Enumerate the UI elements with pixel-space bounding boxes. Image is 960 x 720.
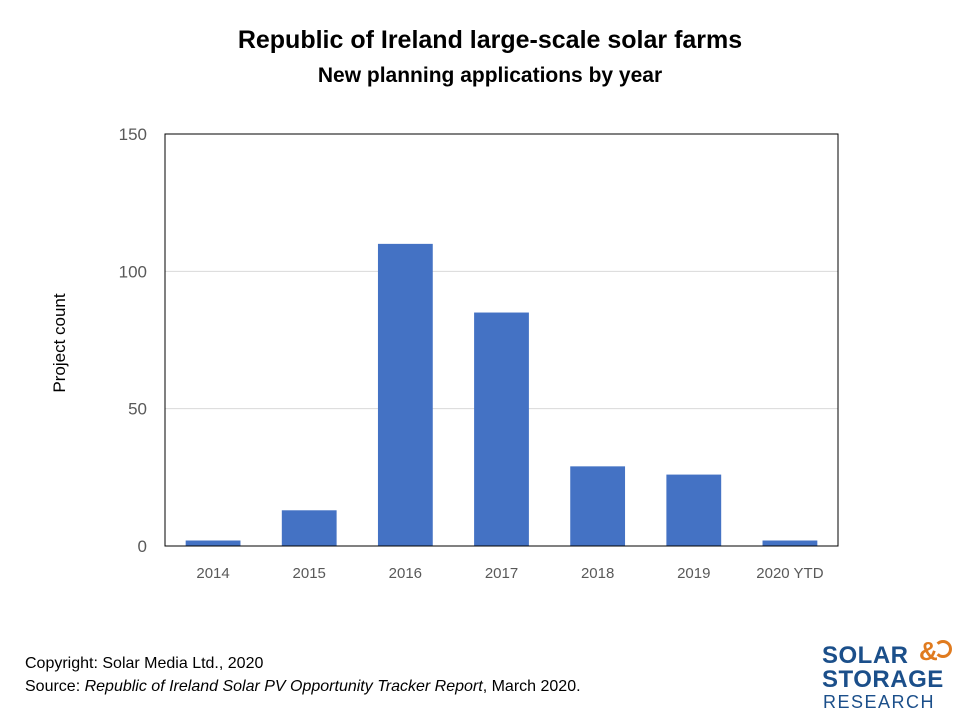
y-tick-labels: 0 50 100 150 bbox=[119, 125, 147, 556]
bar-2014 bbox=[185, 540, 241, 546]
logo-line-research: RESEARCH bbox=[823, 692, 936, 712]
source-prefix: Source: bbox=[25, 678, 85, 695]
solar-storage-research-logo: SOLAR & STORAGE RESEARCH bbox=[822, 638, 952, 714]
footer: Copyright: Solar Media Ltd., 2020 Source… bbox=[25, 652, 581, 698]
plot-frame bbox=[164, 133, 839, 547]
y-tick-label: 100 bbox=[119, 262, 147, 281]
logo-ampersand: & bbox=[919, 636, 938, 666]
x-tick-label: 2014 bbox=[196, 565, 229, 582]
chart-title: Republic of Ireland large-scale solar fa… bbox=[237, 26, 743, 54]
y-tick-label: 0 bbox=[138, 537, 147, 556]
source-suffix: , March 2020. bbox=[482, 678, 581, 695]
bar-2018 bbox=[570, 466, 626, 546]
bars bbox=[185, 243, 818, 546]
bar-chart: 0 50 100 150 2014 2015 2016 2017 2018 2019 2020 Y… bbox=[50, 125, 839, 582]
x-tick-label: 2020 YTD bbox=[756, 565, 823, 582]
bar-2019 bbox=[666, 474, 722, 546]
bar-2015 bbox=[281, 510, 337, 546]
x-tick-label: 2016 bbox=[389, 565, 422, 582]
x-tick-labels: 2014 2015 2016 2017 2018 2019 2020 YTD bbox=[196, 565, 823, 582]
x-tick-label: 2015 bbox=[293, 565, 326, 582]
x-tick-label: 2018 bbox=[581, 565, 614, 582]
logo-line-solar: SOLAR bbox=[822, 642, 909, 669]
y-tick-label: 50 bbox=[128, 400, 147, 419]
x-tick-label: 2017 bbox=[485, 565, 518, 582]
y-tick-label: 150 bbox=[119, 125, 147, 144]
logo-swirl-icon bbox=[934, 640, 952, 658]
bar-2017 bbox=[474, 312, 529, 546]
source-title: Republic of Ireland Solar PV Opportunity… bbox=[84, 678, 483, 695]
logo-line-storage: STORAGE bbox=[822, 666, 944, 693]
copyright-text: Copyright: Solar Media Ltd., 2020 bbox=[25, 655, 264, 672]
bar-2020-ytd bbox=[762, 540, 818, 546]
bar-2016 bbox=[377, 243, 433, 546]
y-axis-label: Project count bbox=[50, 293, 69, 392]
x-tick-label: 2019 bbox=[677, 565, 710, 582]
chart-subtitle: New planning applications by year bbox=[317, 64, 663, 87]
source-text: Source: Republic of Ireland Solar PV Opp… bbox=[25, 675, 581, 698]
